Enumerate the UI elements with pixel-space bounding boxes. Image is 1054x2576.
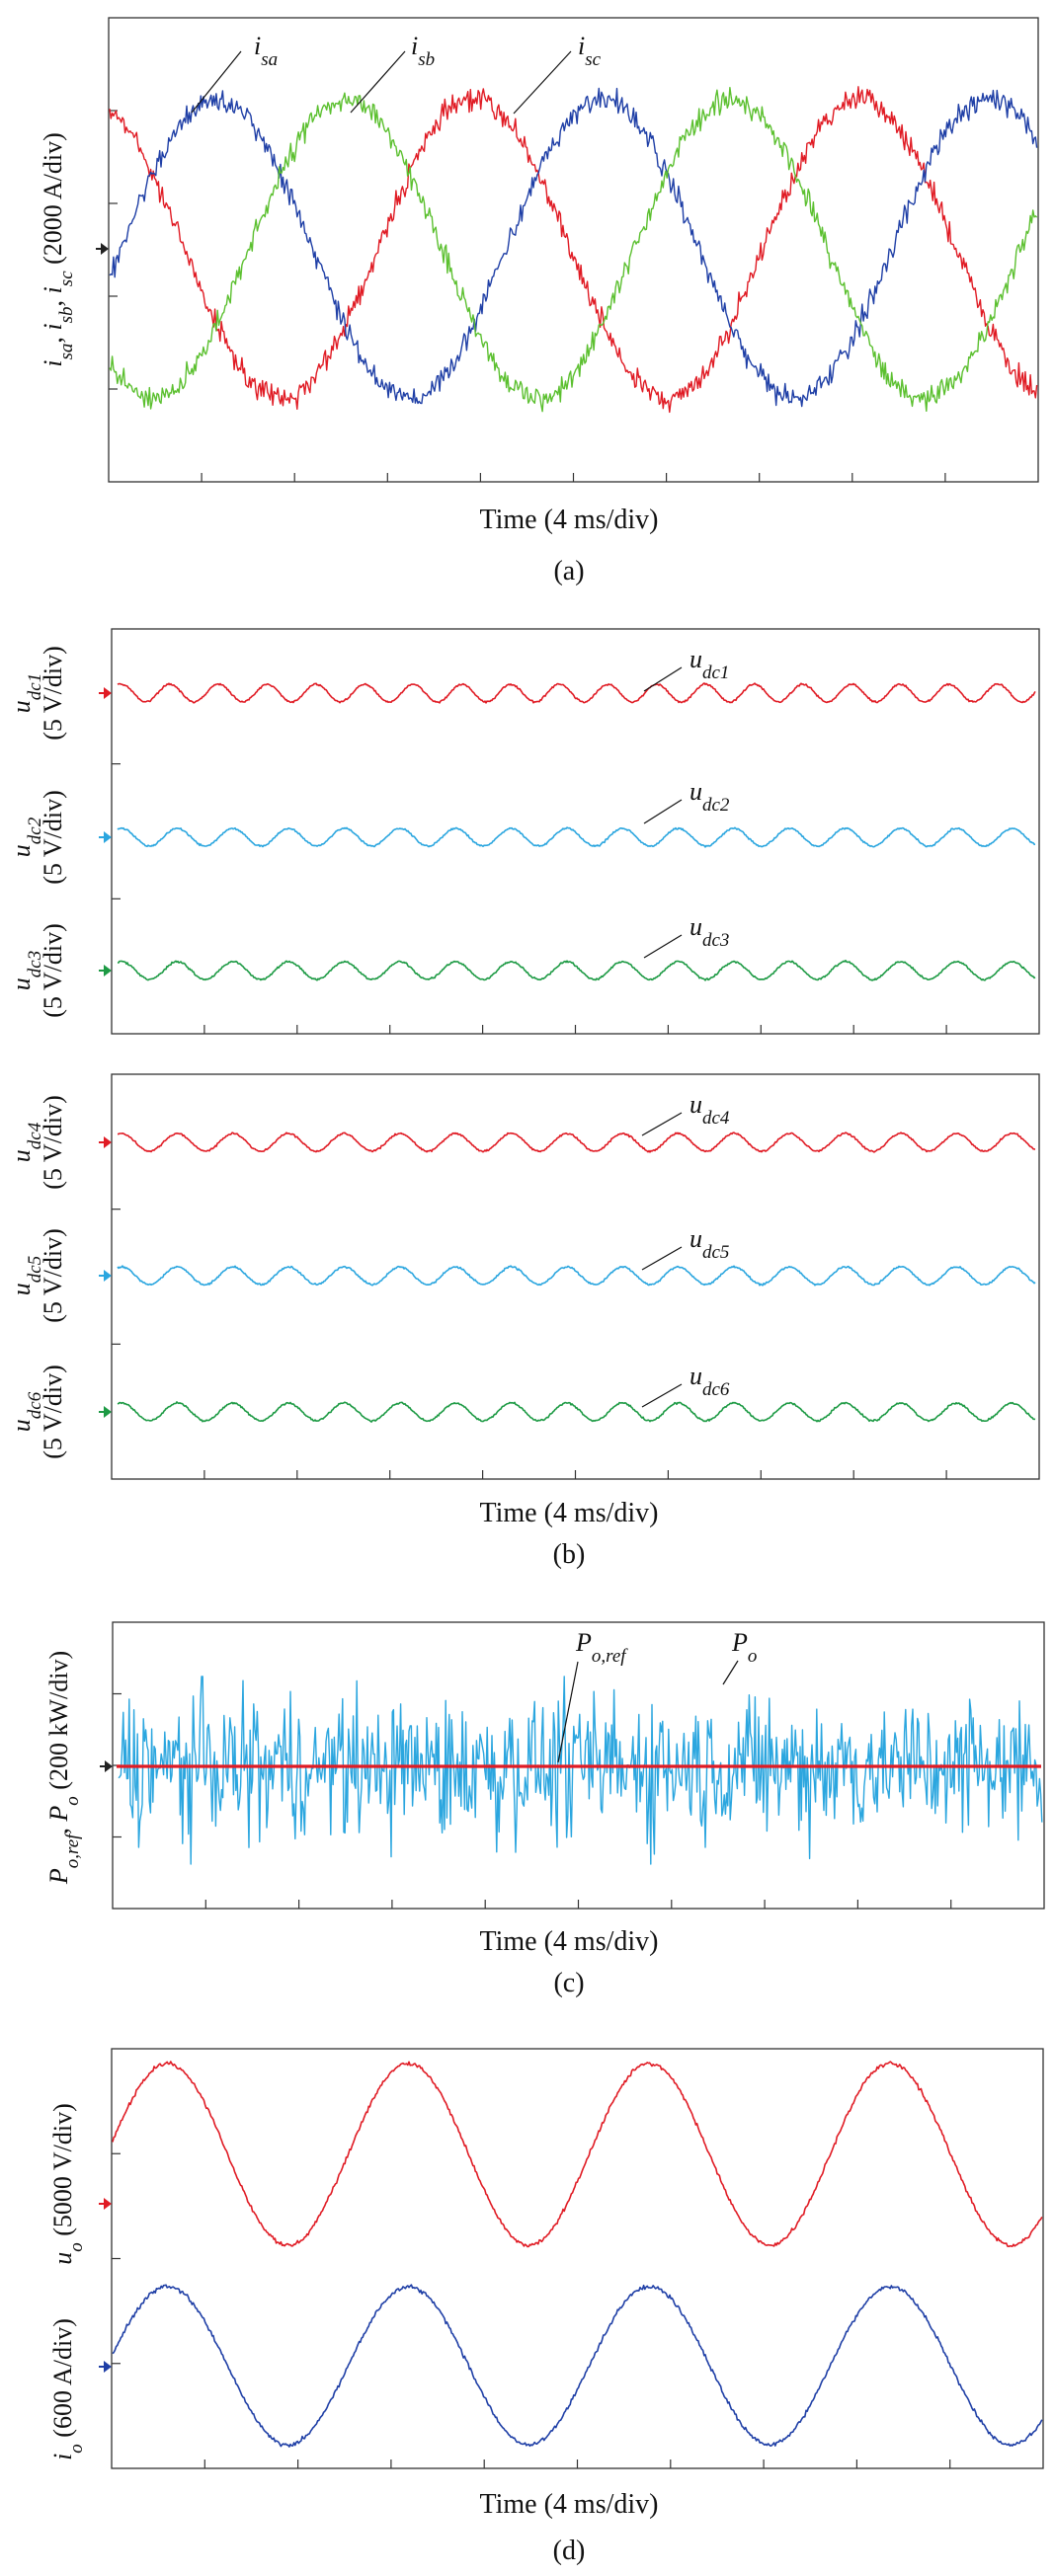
- channel-markers-d: [99, 2198, 112, 2373]
- curves-b2: [117, 1132, 1036, 1423]
- curves-a: [109, 86, 1038, 414]
- label-dc5-leader: [641, 1246, 683, 1271]
- axis-ticks-d: [112, 2152, 951, 2468]
- y-axis-labels-b1: udc1(5 V/div)udc2(5 V/div)udc3(5 V/div): [7, 646, 67, 1018]
- channel-marker-1: [104, 687, 112, 699]
- curve-isa: [109, 86, 1038, 414]
- y-axis-label-dc4-name: udc4: [7, 1122, 45, 1162]
- y-axis-labels-d: uo (5000 V/div) io (600 A/div): [48, 2103, 87, 2460]
- y-axis-label-dc1-scale: (5 V/div): [39, 646, 67, 741]
- channel-marker-uo: [104, 2198, 112, 2210]
- label-po-ref-leader: [557, 1661, 579, 1763]
- label-dc1-leader: [643, 666, 683, 692]
- label-dc5: udc5: [689, 1224, 729, 1263]
- y-axis-label-dc1-name: udc1: [7, 673, 45, 713]
- y-axis-label-a: isa, isb, isc (2000 A/div): [39, 132, 77, 366]
- caption-a: (a): [553, 556, 584, 586]
- y-axis-label-uo: uo (5000 V/div): [48, 2103, 87, 2265]
- channel-marker-3: [104, 1406, 112, 1418]
- zero-marker-a: [101, 243, 109, 255]
- series-labels-c: Po,ref Po: [557, 1628, 757, 1763]
- curve-dc3: [117, 959, 1036, 981]
- label-po: Po: [731, 1628, 757, 1667]
- label-dc6-leader: [641, 1383, 683, 1408]
- axis-ticks-c: [113, 1692, 952, 1909]
- y-axis-label-dc5-scale: (5 V/div): [39, 1228, 67, 1323]
- channel-marker-io: [104, 2361, 112, 2373]
- channel-marker-2: [104, 831, 112, 843]
- y-axis-label-dc3-name: udc3: [7, 951, 45, 990]
- label-isb: isb: [411, 32, 435, 70]
- label-isc-leader: [513, 50, 572, 115]
- channel-marker-2: [104, 1270, 112, 1282]
- curve-io: [112, 2284, 1043, 2448]
- channel-markers-b2: [99, 1136, 112, 1418]
- label-dc2-leader: [643, 799, 683, 824]
- y-axis-label-c: Po,ref, Po (200 kW/div): [44, 1651, 83, 1885]
- curves-c: [117, 1676, 1043, 1865]
- caption-b: (b): [553, 1539, 586, 1570]
- curves-b1: [117, 682, 1036, 981]
- series-labels-b2: udc4 udc5 udc6: [641, 1090, 730, 1408]
- label-dc3-leader: [643, 934, 683, 959]
- x-axis-label-b: Time (4 ms/div): [480, 1498, 659, 1528]
- y-axis-label-dc3-scale: (5 V/div): [39, 923, 67, 1018]
- curve-dc2: [117, 826, 1035, 848]
- curve-isb: [109, 87, 1038, 408]
- label-po-leader: [722, 1660, 739, 1685]
- channel-marker-1: [104, 1136, 112, 1148]
- caption-c: (c): [553, 1968, 584, 1998]
- y-axis-label-io: io (600 A/div): [48, 2318, 87, 2460]
- y-axis-label-dc6-scale: (5 V/div): [39, 1365, 67, 1459]
- label-isa-leader: [191, 50, 242, 114]
- channel-markers-b1: [99, 687, 112, 976]
- series-labels-a: isa isb isc: [191, 32, 602, 115]
- label-dc3: udc3: [689, 912, 729, 951]
- label-isa: isa: [254, 32, 278, 70]
- channel-marker-3: [104, 965, 112, 976]
- label-isc: isc: [578, 32, 602, 70]
- label-po-ref: Po,ref: [575, 1628, 628, 1667]
- y-axis-label-dc2-name: udc2: [7, 817, 45, 857]
- y-axis-label-dc4-scale: (5 V/div): [39, 1095, 67, 1190]
- label-dc4: udc4: [689, 1090, 730, 1129]
- label-isb-leader: [350, 50, 406, 114]
- x-axis-label-a: Time (4 ms/div): [480, 505, 659, 535]
- curve-dc4: [118, 1132, 1035, 1153]
- caption-d: (d): [553, 2536, 586, 2566]
- y-axis-label-dc5-name: udc5: [7, 1256, 45, 1295]
- y-axis-labels-b2: udc4(5 V/div)udc5(5 V/div)udc6(5 V/div): [7, 1095, 67, 1459]
- curve-dc1: [117, 682, 1036, 704]
- y-axis-label-dc6-name: udc6: [7, 1391, 45, 1432]
- x-axis-label-d: Time (4 ms/div): [480, 2489, 659, 2520]
- zero-marker-c: [100, 1760, 113, 1772]
- label-dc2: udc2: [689, 777, 730, 816]
- zero-marker-a: [96, 243, 109, 255]
- label-dc4-leader: [641, 1112, 683, 1136]
- curve-isc: [109, 86, 1038, 413]
- axis-ticks-b1: [112, 763, 947, 1034]
- plot-frame-b2: [111, 1073, 1040, 1480]
- panel-d: uo (5000 V/div) io (600 A/div) Time (4 ms…: [48, 2048, 1044, 2566]
- panel-a: isa isb isc isa, isb, isc (2000 A/div) Tim…: [39, 17, 1039, 586]
- axis-ticks-b2: [112, 1209, 947, 1479]
- panel-c: Po,ref Po Po,ref, Po (200 kW/div) Time (4…: [44, 1621, 1045, 1998]
- plot-frame-d: [111, 2048, 1044, 2469]
- zero-marker-c: [105, 1760, 113, 1772]
- curve-dc5: [117, 1265, 1036, 1287]
- series-labels-b1: udc1 udc2 udc3: [643, 645, 730, 959]
- y-axis-label-dc2-scale: (5 V/div): [39, 790, 67, 885]
- curve-uo: [112, 2061, 1043, 2248]
- axis-ticks-a: [109, 110, 946, 482]
- curves-d: [112, 2061, 1043, 2448]
- curve-po: [118, 1676, 1043, 1865]
- x-axis-label-c: Time (4 ms/div): [480, 1926, 659, 1957]
- label-dc6: udc6: [689, 1362, 730, 1400]
- label-dc1: udc1: [689, 645, 729, 683]
- curve-dc6: [117, 1401, 1036, 1423]
